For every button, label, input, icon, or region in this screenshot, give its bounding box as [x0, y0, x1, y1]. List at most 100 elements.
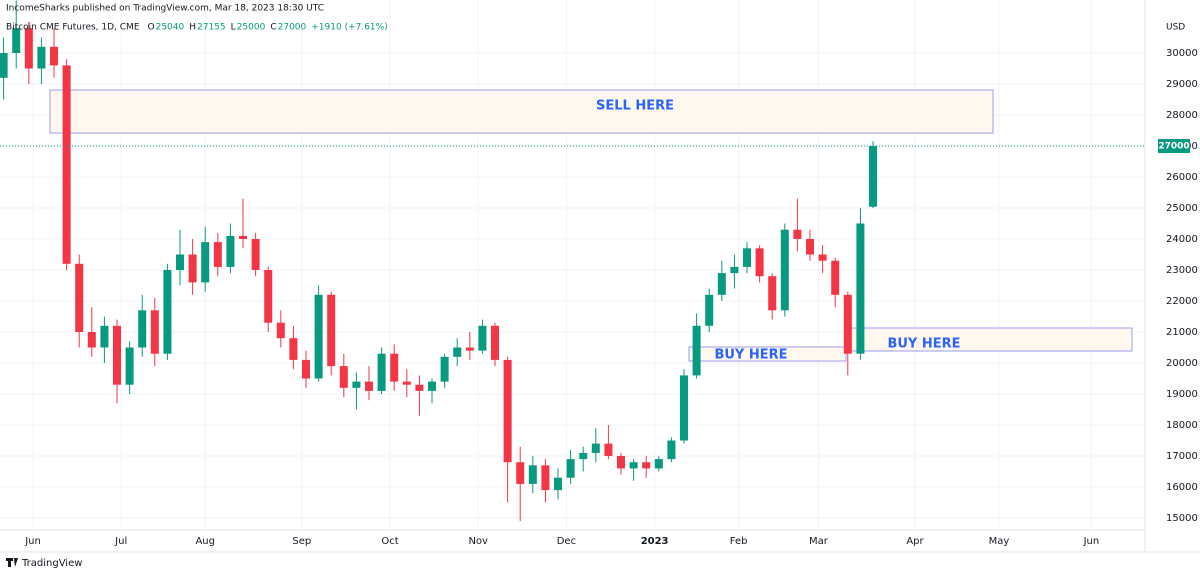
candle-body	[806, 239, 815, 255]
x-tick-label: May	[989, 536, 1010, 547]
legend-value: 25000	[237, 23, 266, 33]
grid	[0, 0, 1145, 530]
y-tick-label: 16000	[1166, 482, 1198, 493]
sell-zone	[49, 89, 994, 134]
candle-body	[705, 294, 714, 326]
candle-body	[75, 263, 84, 333]
legend-key: L	[231, 23, 236, 33]
candle-body	[176, 254, 185, 271]
candle-body	[730, 266, 739, 274]
candle-body	[831, 260, 840, 295]
legend-value: 27155	[197, 23, 226, 33]
candle-body	[352, 381, 361, 388]
candle-body	[289, 338, 298, 360]
y-tick-label: 28000	[1166, 110, 1198, 121]
legend-key: O	[148, 23, 155, 33]
header: IncomeSharks published on TradingView.co…	[6, 4, 324, 14]
candle-body	[440, 356, 449, 382]
candle-body	[491, 325, 500, 360]
candle-body	[743, 248, 752, 267]
candle-body	[465, 347, 474, 351]
candle-body	[125, 347, 134, 385]
candle-body	[163, 270, 172, 354]
x-tick-label: Aug	[195, 536, 215, 547]
candle-body	[818, 254, 827, 261]
legend-title: Bitcoin CME Futures, 1D, CME	[6, 23, 140, 33]
candle-body	[365, 381, 374, 391]
y-tick-label: 25000	[1166, 203, 1198, 214]
legend-value: 27000	[278, 23, 307, 33]
candle-body	[654, 459, 663, 469]
legend-key: H	[189, 23, 196, 33]
candle-body	[87, 332, 96, 348]
y-tick-label: 30000	[1166, 48, 1198, 59]
candle-body	[251, 239, 260, 271]
candle-body	[554, 477, 563, 491]
candle-body	[37, 46, 46, 69]
candle-body	[377, 353, 386, 391]
candle-body	[478, 325, 487, 351]
brand-logo	[6, 558, 18, 567]
x-tick-label: Nov	[468, 536, 488, 547]
x-tick-label: Jul	[114, 536, 127, 547]
y-tick-label: 19000	[1166, 389, 1198, 400]
candle-body	[503, 359, 512, 463]
annotation: BUY HERE	[887, 337, 960, 352]
candle-body	[339, 366, 348, 388]
candle-body	[768, 276, 777, 311]
candle-body	[100, 325, 109, 348]
candle-body	[302, 359, 311, 379]
candle-body	[150, 310, 159, 354]
y-tick-label: 22000	[1166, 296, 1198, 307]
y-tick-label: 17000	[1166, 451, 1198, 462]
candle-body	[113, 325, 122, 385]
candle-body	[717, 273, 726, 295]
candle-body	[264, 270, 273, 323]
candle-body	[692, 325, 701, 376]
x-tick-label: Jun	[1083, 536, 1100, 547]
candle-body	[541, 465, 550, 491]
y-tick-label: 23000	[1166, 265, 1198, 276]
candle-body	[24, 28, 33, 69]
currency: USD	[1166, 23, 1185, 33]
x-tick-label: Apr	[906, 536, 924, 547]
y-tick-label: 15000	[1166, 513, 1198, 524]
candle-body	[566, 459, 575, 478]
candle-body	[780, 229, 789, 311]
x-tick-label: Oct	[381, 536, 398, 547]
candle-body	[239, 235, 248, 240]
y-tick-label: 21000	[1166, 327, 1198, 338]
y-tick-label: 18000	[1166, 420, 1198, 431]
candle-body	[327, 294, 336, 367]
candle-body	[604, 443, 613, 457]
candle-body	[856, 223, 865, 354]
candle-body	[276, 322, 285, 339]
candle-body	[201, 242, 210, 283]
candle-body	[516, 462, 525, 484]
candle-body	[579, 452, 588, 460]
candle-body	[188, 254, 197, 283]
candle-body	[680, 375, 689, 441]
x-tick-label: 2023	[641, 536, 669, 547]
brand: TradingView	[21, 558, 82, 569]
legend: Bitcoin CME Futures, 1D, CME O 25040 H 27155…	[6, 23, 388, 33]
candle-body	[642, 462, 651, 469]
y-tick-label: 20000	[1166, 358, 1198, 369]
legend-change: +1910 (+7.61%)	[311, 23, 387, 33]
x-tick-label: Sep	[292, 536, 311, 547]
annotation: BUY HERE	[714, 348, 787, 363]
buy-zone	[688, 346, 847, 362]
candle-body	[843, 294, 852, 354]
legend-key: C	[270, 23, 276, 33]
y-tick-label: 26000	[1166, 172, 1198, 183]
candle-body	[453, 347, 462, 357]
candle-body	[528, 465, 537, 484]
y-tick-label: 24000	[1166, 234, 1198, 245]
last-price-label: 27000	[1158, 142, 1189, 152]
y-tick-label: 29000	[1166, 79, 1198, 90]
candle-body	[755, 248, 764, 277]
legend-value: 25040	[156, 23, 185, 33]
candle-body	[226, 235, 235, 267]
